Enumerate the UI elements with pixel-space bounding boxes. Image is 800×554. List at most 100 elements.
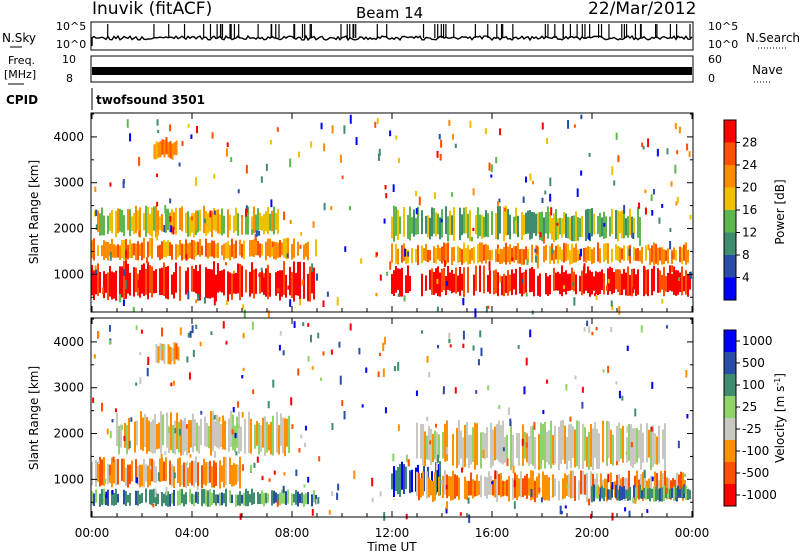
power-speckle <box>628 248 631 256</box>
x-tick-label: 08:00 <box>275 526 310 540</box>
velocity-speckle <box>111 418 114 423</box>
velocity-speckle <box>542 409 545 415</box>
power-speckle <box>550 207 553 216</box>
power-speckle <box>676 196 679 204</box>
power-speckle <box>95 224 98 230</box>
velocity-speckle <box>448 339 451 344</box>
power-speckle <box>289 158 292 168</box>
colorbar-tick-label: -500 <box>742 466 769 480</box>
power-speckle <box>573 124 576 128</box>
velocity-speckle <box>210 331 213 336</box>
velocity-speckle <box>109 474 112 484</box>
velocity-speckle <box>282 350 285 356</box>
velocity-speckle <box>552 461 555 465</box>
velocity-speckle <box>365 367 368 373</box>
power-speckle <box>572 281 575 287</box>
beam-title: Beam 14 <box>356 4 423 22</box>
y-tick-label: 1000 <box>53 472 84 486</box>
velocity-speckle <box>655 486 658 494</box>
velocity-speckle <box>475 390 478 394</box>
nave-label: Nave <box>752 63 783 77</box>
power-speckle <box>109 182 112 187</box>
velocity-speckle <box>361 404 364 408</box>
velocity-speckle <box>560 510 563 515</box>
power-speckle <box>603 222 606 227</box>
power-speckle <box>122 181 125 189</box>
power-speckle <box>499 275 502 283</box>
velocity-speckle <box>251 321 254 331</box>
velocity-speckle <box>665 488 668 494</box>
velocity-speckle <box>521 438 524 446</box>
power-speckle <box>258 273 261 278</box>
colorbar-segment <box>724 120 736 143</box>
power-speckle <box>580 114 583 120</box>
velocity-speckle <box>626 426 629 433</box>
velocity-speckle <box>581 386 584 393</box>
power-speckle <box>656 148 659 157</box>
velocity-speckle <box>632 497 635 504</box>
colorbar-segment <box>724 330 736 352</box>
colorbar-segment <box>724 187 736 210</box>
power-speckle <box>187 123 190 128</box>
power-speckle <box>499 128 502 136</box>
velocity-speckle <box>283 472 286 476</box>
power-speckle <box>595 295 598 300</box>
power-speckle <box>330 206 333 211</box>
power-ylabel: Slant Range [km] <box>27 160 41 264</box>
velocity-speckle <box>225 340 228 345</box>
velocity-speckle <box>479 330 482 338</box>
velocity-speckle <box>317 332 320 339</box>
velocity-speckle <box>139 377 142 384</box>
power-speckle <box>529 173 532 181</box>
power-speckle <box>644 189 647 194</box>
velocity-speckle <box>566 484 569 489</box>
colorbar-tick-label: 20 <box>742 181 757 195</box>
velocity-speckle <box>628 510 631 517</box>
velocity-speckle <box>588 498 591 506</box>
velocity-speckle <box>675 497 678 502</box>
power-speckle <box>374 121 377 128</box>
power-speckle <box>237 189 240 194</box>
power-speckle <box>542 236 545 244</box>
nsky-label: N.Sky <box>2 31 36 45</box>
power-speckle <box>95 209 98 216</box>
velocity-speckle <box>507 407 510 416</box>
velocity-speckle <box>624 507 627 512</box>
velocity-speckle <box>304 425 307 431</box>
power-speckle <box>415 190 418 197</box>
velocity-speckle <box>218 417 221 422</box>
velocity-speckle <box>650 426 653 432</box>
velocity-ylabel: Slant Range [km] <box>27 366 41 470</box>
colorbar-tick-label: 100 <box>742 378 765 392</box>
power-speckle <box>379 274 382 281</box>
colorbar-segment <box>724 277 736 300</box>
velocity-speckle <box>371 477 374 487</box>
power-speckle <box>549 193 552 202</box>
velocity-speckle <box>448 332 451 342</box>
power-speckle <box>299 298 302 306</box>
power-speckle <box>638 239 641 246</box>
power-speckle <box>243 309 246 319</box>
velocity-speckle <box>610 326 613 333</box>
power-speckle <box>675 201 678 206</box>
velocity-speckle <box>525 357 528 366</box>
x-tick-label: 20:00 <box>575 526 610 540</box>
velocity-speckle <box>445 501 448 510</box>
power-speckle <box>322 300 325 308</box>
velocity-speckle <box>160 454 163 459</box>
velocity-speckle <box>618 390 621 399</box>
velocity-speckle <box>307 356 310 362</box>
nsearch-tick-bottom: 10^0 <box>708 38 738 51</box>
power-speckle <box>669 228 672 233</box>
velocity-speckle <box>303 484 306 488</box>
power-speckle <box>146 257 149 264</box>
colorbar-segment <box>724 210 736 233</box>
power-speckle <box>298 151 301 158</box>
nsky-trace <box>91 24 693 46</box>
velocity-speckle <box>643 469 646 478</box>
power-speckle <box>375 292 378 297</box>
velocity-speckle <box>111 490 114 495</box>
power-speckle <box>567 120 570 129</box>
velocity-speckle <box>538 487 541 493</box>
velocity-speckle <box>494 470 497 479</box>
